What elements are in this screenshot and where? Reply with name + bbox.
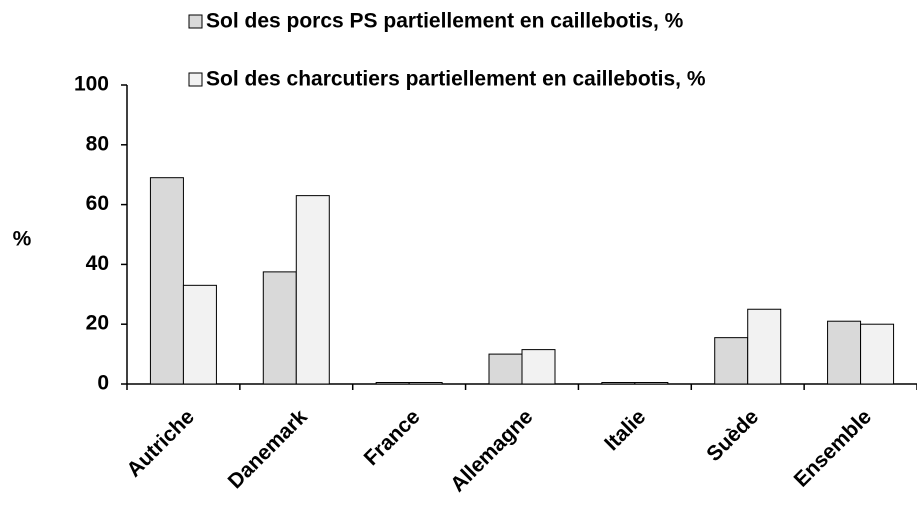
legend-label: Sol des porcs PS partiellement en caille…: [206, 10, 684, 33]
bar: [295, 195, 330, 385]
y-axis-label: %: [13, 228, 32, 251]
bar: [488, 353, 523, 385]
y-tick-label: 80: [86, 132, 109, 155]
bar: [375, 382, 410, 385]
x-tick-label: Italie: [600, 405, 650, 455]
bar: [182, 284, 217, 385]
bar: [521, 349, 556, 385]
x-tick-label: Danemark: [224, 405, 312, 493]
legend-swatch: [188, 72, 203, 87]
legend-label: Sol des charcutiers partiellement en cai…: [206, 68, 706, 91]
legend-swatch: [188, 14, 203, 29]
y-tick-label: 20: [86, 312, 109, 335]
y-tick-label: 60: [86, 192, 109, 215]
x-tick-label: Suède: [702, 405, 763, 466]
bar: [408, 382, 443, 385]
x-tick-label: Allemagne: [446, 405, 537, 496]
y-tick-label: 40: [86, 252, 109, 275]
bar: [634, 382, 669, 385]
bar: [714, 337, 749, 385]
y-tick-label: 0: [97, 372, 109, 395]
bar: [860, 323, 895, 385]
bar: [149, 177, 184, 385]
bar: [601, 382, 636, 385]
x-tick-label: Ensemble: [790, 405, 876, 491]
bar: [262, 271, 297, 385]
x-tick-label: Autriche: [122, 405, 199, 482]
x-tick-label: France: [360, 405, 425, 470]
bar: [747, 308, 782, 385]
y-tick-label: 100: [74, 73, 109, 96]
bar: [827, 320, 862, 385]
